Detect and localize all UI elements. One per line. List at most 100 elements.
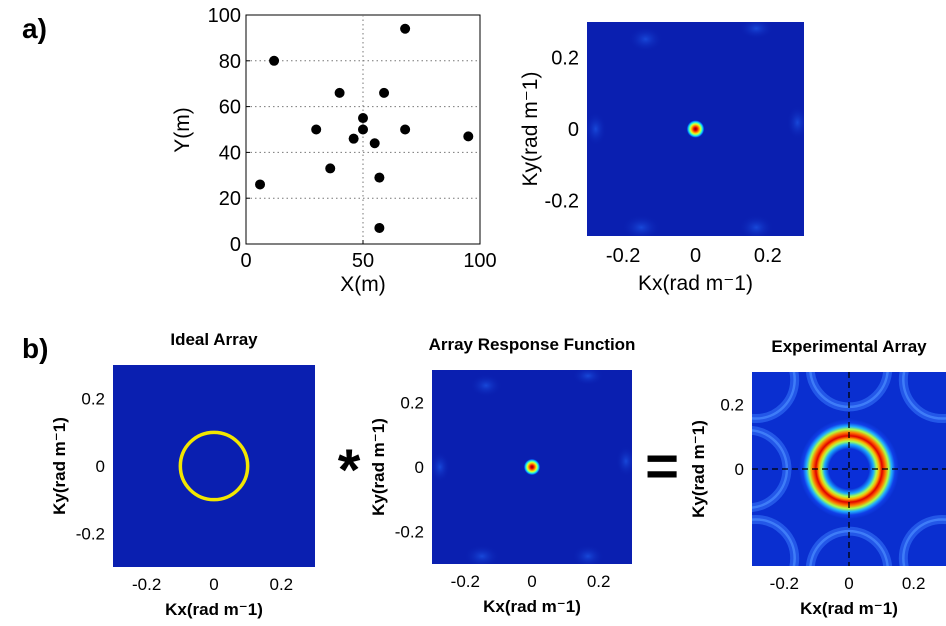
side-lobe — [738, 214, 774, 236]
scatter-point — [374, 172, 385, 183]
side-lobe — [587, 111, 607, 147]
main-peak — [686, 119, 705, 139]
x-axis-label: Kx(rad m⁻1) — [165, 600, 263, 619]
scatter-point — [463, 131, 474, 142]
y-tick-label: 0.2 — [81, 390, 105, 409]
heatmap-body — [113, 365, 315, 567]
scatter-point — [369, 138, 380, 149]
chart-title: Experimental Array — [771, 337, 927, 356]
scatter-point — [358, 124, 368, 135]
scatter-x-label: X(m) — [340, 273, 386, 296]
scatter-point — [311, 124, 322, 135]
heatmap-body — [752, 372, 946, 566]
y-tick-label: 0 — [735, 460, 744, 479]
heatmap-body — [587, 22, 804, 236]
side-lobe — [628, 26, 663, 52]
x-tick-label: -0.2 — [132, 575, 161, 594]
y-axis-label: Ky(rad m⁻1) — [689, 420, 708, 518]
experimental-array-heatmap: -0.2 0 0.2 0.2 0 Kx(rad m⁻1) Ky(rad m⁻1) Experi… — [689, 337, 946, 618]
y-axis-label: Ky(rad m⁻1) — [519, 72, 542, 187]
panel-label-b: b) — [22, 333, 48, 364]
side-lobe — [572, 544, 604, 564]
scatter-y-label: Y(m) — [171, 107, 194, 153]
x-tick-label: 100 — [463, 250, 496, 272]
y-tick-label: -0.2 — [395, 523, 424, 542]
x-tick-label: -0.2 — [606, 245, 640, 267]
scatter-point — [358, 113, 368, 124]
y-tick-label: 0 — [230, 234, 241, 256]
x-tick-label: -0.2 — [770, 574, 799, 593]
panel-label-a: a) — [22, 13, 47, 44]
side-lobe — [621, 214, 661, 236]
x-axis-label: Kx(rad m⁻1) — [638, 272, 753, 295]
scatter-plot: 0 50 100 0 20 40 60 80 100 X(m) Y(m) — [171, 5, 497, 296]
x-axis-label: Kx(rad m⁻1) — [483, 597, 581, 616]
y-tick-label: -0.2 — [545, 190, 579, 212]
x-tick-label: 0.2 — [270, 575, 294, 594]
y-tick-label: -0.2 — [76, 524, 105, 543]
y-tick-label: 100 — [208, 5, 241, 27]
x-tick-label: 0 — [527, 572, 536, 591]
x-tick-label: -0.2 — [451, 572, 480, 591]
y-tick-label: 0 — [96, 457, 105, 476]
array-response-heatmap-top: -0.2 0 0.2 0.2 0 -0.2 Kx(rad m⁻1) Ky(rad m⁻1) — [519, 22, 804, 295]
equals-operator: = — [645, 434, 679, 499]
y-tick-label: 0 — [568, 119, 579, 141]
x-tick-label: 0.2 — [902, 574, 926, 593]
side-lobe — [470, 373, 502, 398]
y-axis-label: Ky(rad m⁻1) — [369, 418, 388, 516]
x-tick-label: 0 — [690, 245, 701, 267]
ghost-ring-core — [902, 372, 946, 420]
scatter-points — [255, 23, 474, 233]
heatmap-background — [113, 365, 315, 567]
experimental-ring — [798, 418, 900, 520]
scatter-point — [325, 163, 336, 174]
side-lobe — [616, 445, 632, 477]
y-tick-label: 40 — [219, 142, 241, 164]
scatter-point — [400, 23, 411, 34]
side-lobe — [738, 22, 774, 40]
x-tick-label: 0.2 — [754, 245, 782, 267]
chart-title: Array Response Function — [429, 335, 636, 354]
ghost-ring-core — [809, 529, 889, 566]
y-tick-label: 80 — [219, 51, 241, 73]
scatter-grid — [246, 15, 480, 244]
scatter-point — [374, 222, 385, 233]
x-tick-label: 0 — [844, 574, 853, 593]
side-lobe — [464, 544, 500, 564]
y-axis-label: Ky(rad m⁻1) — [50, 417, 69, 515]
ideal-array-heatmap: -0.2 0 0.20.20-0.2Kx(rad m⁻1)Ky(rad m⁻1)Id… — [50, 330, 315, 619]
x-tick-label: 0 — [240, 250, 251, 272]
x-tick-label: 50 — [352, 250, 374, 272]
convolve-operator: * — [338, 438, 361, 503]
ghost-ring-core — [902, 518, 946, 566]
ghost-ring-core — [752, 372, 796, 420]
y-tick-label: 0.2 — [551, 48, 579, 70]
y-tick-label: 0.2 — [720, 395, 744, 414]
y-tick-label: 0 — [415, 458, 424, 477]
x-tick-label: 0 — [209, 575, 218, 594]
scatter-point — [334, 87, 345, 98]
x-axis-label: Kx(rad m⁻1) — [800, 599, 898, 618]
scatter-ticks: 0 50 100 0 20 40 60 80 100 — [208, 5, 497, 272]
side-lobe — [432, 451, 450, 483]
chart-title: Ideal Array — [170, 330, 258, 349]
x-tick-label: 0.2 — [587, 572, 611, 591]
scatter-point — [255, 179, 266, 190]
side-lobe — [786, 105, 804, 140]
y-tick-label: 0.2 — [400, 393, 424, 412]
main-peak — [523, 458, 541, 476]
y-tick-label: 60 — [219, 97, 241, 119]
y-tick-label: 20 — [219, 188, 241, 210]
scatter-point — [400, 124, 411, 135]
scatter-point — [269, 55, 280, 66]
ideal-ring — [178, 430, 250, 502]
array-response-function-heatmap: -0.2 0 0.20.20-0.2Kx(rad m⁻1)Ky(rad m⁻1)Ar… — [369, 335, 636, 616]
ghost-ring-core — [752, 518, 796, 566]
scatter-point — [348, 133, 359, 144]
heatmap-body — [432, 370, 632, 564]
scatter-point — [379, 87, 390, 98]
side-lobe — [572, 370, 604, 386]
